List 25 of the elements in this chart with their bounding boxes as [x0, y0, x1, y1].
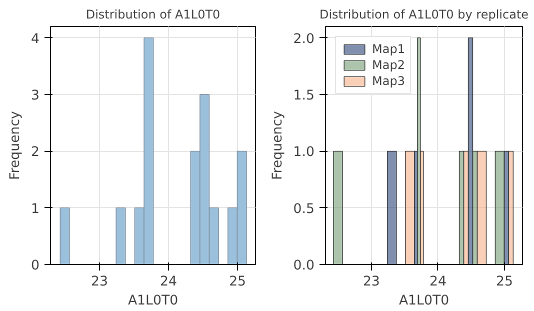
y-tick-label: 4	[31, 32, 40, 47]
chart-title: Distribution of A1L0T0	[86, 8, 220, 22]
x-axis-title: A1L0T0	[128, 294, 178, 308]
y-tick-label: 2.0	[293, 32, 315, 47]
chart-title: Distribution of A1L0T0 by replicate	[319, 8, 529, 22]
y-tick-label: 1	[31, 202, 40, 217]
y-tick-label: 1.0	[293, 145, 315, 160]
x-tick-label: 24	[160, 274, 178, 290]
y-tick-label: 0	[31, 258, 40, 274]
x-tick-label: 23	[91, 274, 108, 290]
y-tick-label: 0.5	[293, 202, 315, 217]
x-tick-label: 23	[362, 274, 380, 290]
y-tick-label: 0.0	[293, 258, 315, 274]
y-tick-label: 3	[31, 88, 40, 104]
x-tick-label: 24	[429, 274, 446, 290]
y-axis-title: Frequency	[270, 110, 286, 180]
y-axis-title: Frequency	[8, 110, 24, 180]
y-tick-label: 1.5	[293, 88, 315, 104]
legend-label: Map3	[372, 74, 405, 88]
x-tick-label: 25	[229, 274, 246, 290]
x-tick-label: 25	[496, 274, 514, 290]
y-tick-label: 2	[31, 145, 40, 160]
legend-label: Map2	[372, 58, 405, 72]
x-axis-title: A1L0T0	[398, 294, 450, 308]
legend-label: Map1	[372, 42, 405, 56]
